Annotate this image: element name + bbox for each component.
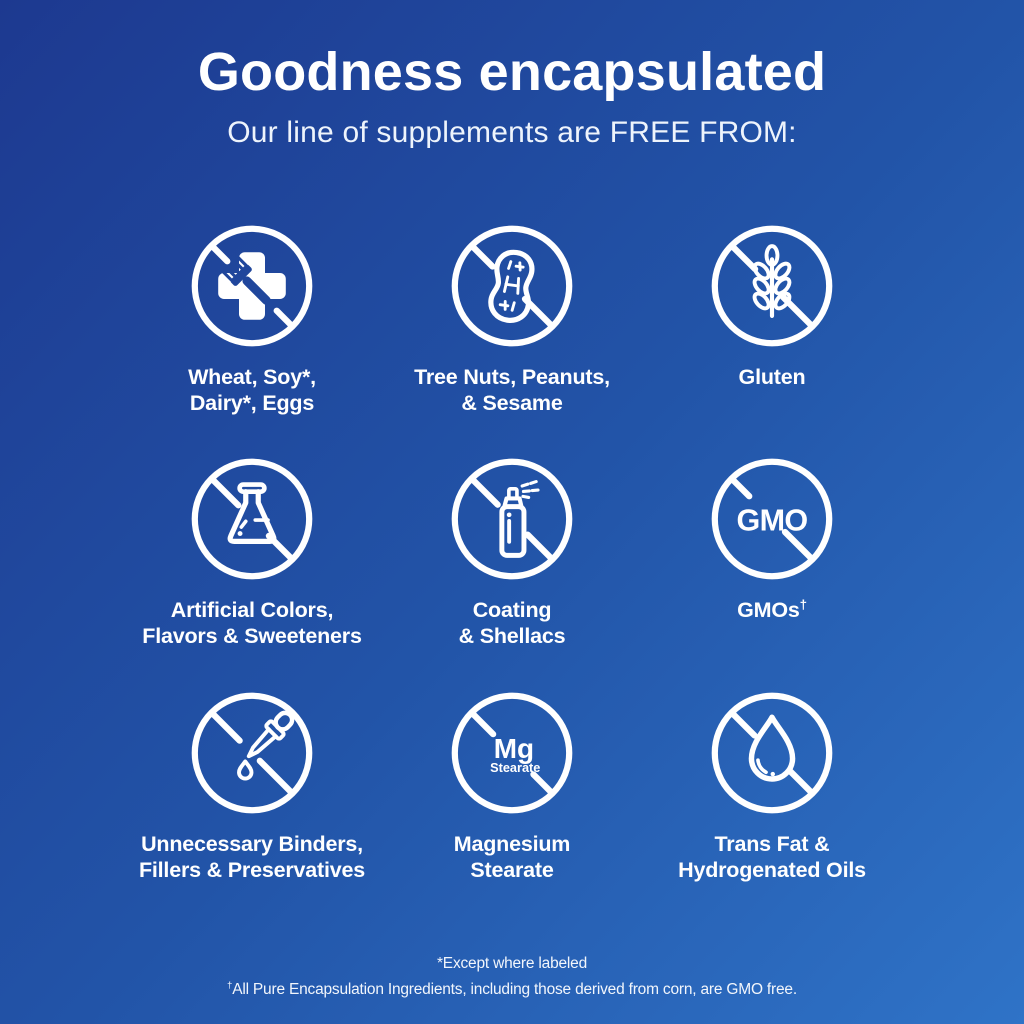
mg-badge-text: Mg [494, 733, 534, 764]
header: Goodness encapsulated Our line of supple… [0, 0, 1024, 151]
item-label: Artificial Colors, Flavors & Sweeteners [142, 598, 362, 649]
free-from-item-coating: Coating & Shellacs [382, 454, 642, 649]
item-label: Tree Nuts, Peanuts, & Sesame [414, 364, 610, 415]
free-from-grid: Wheat, Soy*, Dairy*, Eggs [122, 221, 902, 883]
dagger-mark: † [227, 980, 233, 992]
free-from-item-artificial: Artificial Colors, Flavors & Sweeteners [122, 454, 382, 649]
dagger-footnote: †All Pure Encapsulation Ingredients, inc… [227, 980, 797, 999]
gmo-badge-text: GMO [736, 504, 807, 538]
item-label: Coating & Shellacs [458, 598, 566, 649]
footnotes: *Except where labeled †All Pure Encapsul… [0, 951, 1024, 1004]
no-tree-nuts-peanuts-sesame-icon [451, 225, 573, 347]
free-from-item-allergens: Wheat, Soy*, Dairy*, Eggs [122, 221, 382, 416]
item-label: Gluten [738, 364, 806, 389]
free-from-item-gluten: Gluten [642, 221, 902, 416]
no-gmo-icon: GMO [711, 458, 833, 580]
free-from-item-gmo: GMO GMOs† [642, 454, 902, 649]
page-subtitle: Our line of supplements are FREE FROM: [227, 115, 797, 149]
no-magnesium-stearate-icon: Mg Stearate [451, 692, 573, 813]
item-label: Magnesium Stearate [453, 831, 571, 882]
mg-badge-subtext: Stearate [490, 759, 540, 774]
item-label: Unnecessary Binders, Fillers & Preservat… [138, 831, 366, 882]
item-label: GMOs† [737, 596, 807, 623]
dagger-mark: † [799, 596, 807, 612]
item-label: Trans Fat & Hydrogenated Oils [678, 831, 866, 882]
page-title: Goodness encapsulated [197, 42, 827, 102]
free-from-item-nuts: Tree Nuts, Peanuts, & Sesame [382, 221, 642, 416]
no-gluten-icon [711, 225, 833, 347]
item-label: Wheat, Soy*, Dairy*, Eggs [188, 364, 316, 415]
asterisk-footnote: *Except where labeled [436, 955, 588, 972]
no-coating-shellacs-icon [451, 458, 573, 580]
free-from-item-trans-fat: Trans Fat & Hydrogenated Oils [642, 688, 902, 883]
no-binders-fillers-preservatives-icon [191, 692, 313, 813]
no-trans-fat-icon [711, 692, 833, 813]
free-from-item-mg-stearate: Mg Stearate Magnesium Stearate [382, 688, 642, 883]
free-from-item-binders: Unnecessary Binders, Fillers & Preservat… [122, 688, 382, 883]
no-wheat-soy-dairy-eggs-icon [191, 225, 313, 347]
no-artificial-colors-icon [191, 458, 313, 580]
